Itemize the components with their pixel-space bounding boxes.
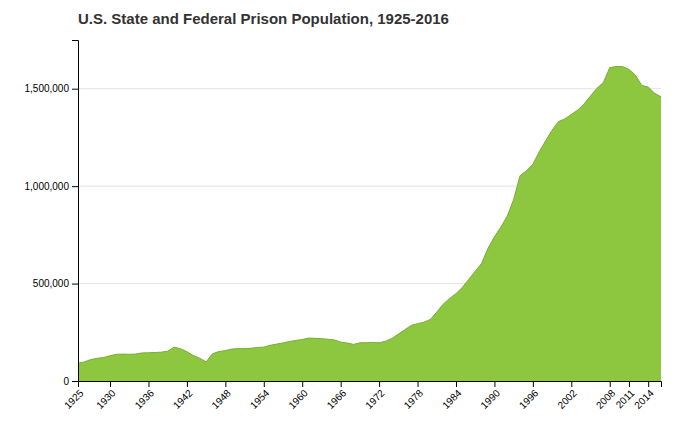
x-tick-mark bbox=[494, 381, 495, 387]
x-tick-mark bbox=[456, 381, 457, 387]
x-tick-mark bbox=[225, 381, 226, 387]
x-axis-line bbox=[79, 382, 662, 388]
chart: 1925 1930 1936 1942 1948 1954 1960 1966 1972 1978… bbox=[0, 0, 681, 433]
y-tick-label: 1,000,000 bbox=[25, 181, 70, 192]
x-tick: 1942 bbox=[171, 381, 195, 411]
x-tick-mark bbox=[302, 381, 303, 387]
y-axis: 0 500,000 1,000,000 1,500,000 bbox=[25, 41, 79, 387]
y-tick-mark bbox=[72, 381, 78, 382]
x-tick-label: 1960 bbox=[286, 387, 310, 411]
y-tick: 500,000 bbox=[33, 278, 78, 289]
title: U.S. State and Federal Prison Population… bbox=[78, 10, 449, 27]
y-tick: 0 bbox=[63, 376, 78, 387]
x-tick-mark bbox=[571, 381, 572, 387]
x-tick-label: 1930 bbox=[94, 387, 118, 411]
x-tick: 2014 bbox=[632, 381, 656, 411]
x-tick: 1966 bbox=[325, 381, 349, 411]
x-tick: 1936 bbox=[133, 381, 157, 411]
y-tick-label: 1,500,000 bbox=[25, 83, 70, 94]
x-tick-mark bbox=[418, 381, 419, 387]
grid-line bbox=[78, 88, 661, 89]
x-tick-label: 1948 bbox=[209, 387, 233, 411]
x-tick: 1960 bbox=[286, 381, 310, 411]
x-tick-label: 1942 bbox=[171, 387, 195, 411]
x-tick: 2008 bbox=[594, 381, 618, 411]
y-tick-mark bbox=[72, 186, 78, 187]
x-tick: 2011 bbox=[614, 381, 637, 410]
x-tick-label: 1972 bbox=[363, 387, 387, 411]
x-tick: 1954 bbox=[248, 381, 272, 411]
x-tick-label: 1978 bbox=[402, 387, 426, 411]
x-tick-mark bbox=[629, 381, 630, 387]
x-tick-mark bbox=[610, 381, 611, 387]
y-tick-mark bbox=[72, 284, 78, 285]
area bbox=[78, 67, 661, 381]
y-tick-label: 500,000 bbox=[33, 278, 70, 289]
x-tick-label: 1990 bbox=[478, 387, 502, 411]
x-tick-label: 2011 bbox=[614, 387, 637, 410]
y-tick: 1,000,000 bbox=[25, 181, 79, 192]
x-tick: 2002 bbox=[555, 381, 579, 411]
x-tick-label: 1925 bbox=[62, 387, 86, 411]
x-tick-mark bbox=[341, 381, 342, 387]
x-tick-label: 1936 bbox=[133, 387, 157, 411]
y-tick-label: 0 bbox=[63, 376, 69, 387]
y-tick: 1,500,000 bbox=[25, 83, 79, 94]
plot: 1925 1930 1936 1942 1948 1954 1960 1966 1972 1978… bbox=[25, 41, 662, 411]
x-tick-label: 2008 bbox=[594, 387, 618, 411]
x-tick: 1948 bbox=[209, 381, 233, 411]
x-axis: 1925 1930 1936 1942 1948 1954 1960 1966 1972 1978… bbox=[62, 381, 661, 411]
x-tick-mark bbox=[264, 381, 265, 387]
marks bbox=[78, 67, 661, 381]
x-tick: 1984 bbox=[440, 381, 464, 411]
x-tick-label: 1954 bbox=[248, 387, 272, 411]
x-tick-mark bbox=[648, 381, 649, 387]
line bbox=[78, 67, 661, 364]
x-tick: 1996 bbox=[517, 381, 541, 411]
x-tick-mark bbox=[110, 381, 111, 387]
x-tick: 1930 bbox=[94, 381, 118, 411]
x-tick: 1972 bbox=[363, 381, 387, 411]
x-tick: 1978 bbox=[402, 381, 426, 411]
x-tick-label: 1984 bbox=[440, 387, 464, 411]
x-tick-label: 1966 bbox=[325, 387, 349, 411]
x-tick-label: 1996 bbox=[517, 387, 541, 411]
x-tick-mark bbox=[533, 381, 534, 387]
y-axis-line bbox=[72, 41, 79, 382]
y-tick-mark bbox=[72, 89, 78, 90]
x-tick-mark bbox=[187, 381, 188, 387]
x-tick-label: 2014 bbox=[632, 387, 656, 411]
x-tick: 1990 bbox=[478, 381, 502, 411]
x-tick-mark bbox=[148, 381, 149, 387]
x-tick-mark bbox=[379, 381, 380, 387]
x-tick-label: 2002 bbox=[555, 387, 579, 411]
